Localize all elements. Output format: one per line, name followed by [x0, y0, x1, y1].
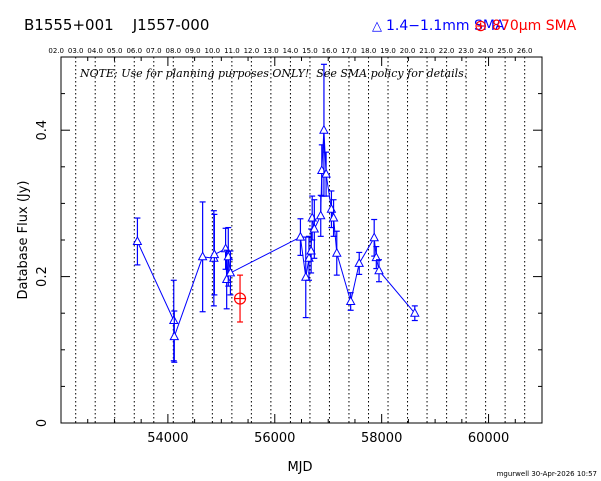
y-axis-label: Database Flux (Jy)	[16, 181, 31, 300]
data-point-triangle	[309, 223, 320, 233]
top-year-label: 22.0	[439, 47, 455, 55]
top-year-label: 20.0	[400, 47, 416, 55]
y-tick-label: 0	[35, 419, 50, 427]
data-point-triangle	[374, 265, 384, 275]
x-axis-ticks: 54000 56000 58000 60000	[87, 57, 543, 446]
top-year-label: 15.0	[302, 47, 318, 55]
top-year-label: 16.0	[322, 47, 338, 55]
data-point-triangle	[321, 168, 331, 178]
data-point-triangle	[326, 203, 337, 213]
top-year-label: 13.0	[263, 47, 279, 55]
data-point-triangle	[328, 212, 339, 222]
data-point-triangle	[354, 257, 365, 267]
data-point-triangle	[225, 267, 236, 277]
top-year-label: 24.0	[478, 47, 494, 55]
top-year-label: 18.0	[361, 47, 377, 55]
top-year-label: 23.0	[458, 47, 474, 55]
data-point-triangle	[209, 249, 220, 259]
data-point-triangle	[295, 231, 306, 241]
data-point-triangle	[315, 210, 326, 220]
top-year-label: 17.0	[341, 47, 357, 55]
source-names: B1555+001 J1557-000	[24, 16, 209, 34]
top-year-label: 02.0	[48, 47, 64, 55]
data-point-triangle	[369, 232, 380, 242]
footer-stamp: mgurwell 30-Apr-2026 10:57	[497, 470, 597, 478]
legend-label-mm: 1.4−1.1mm SMA	[386, 18, 505, 34]
data-series	[132, 63, 420, 363]
top-year-label: 25.0	[497, 47, 513, 55]
x-tick-label: 60000	[468, 431, 509, 446]
x-tick-label: 56000	[254, 431, 295, 446]
top-year-label: 06.0	[126, 47, 142, 55]
x-tick-label: 58000	[361, 431, 402, 446]
top-year-label: 08.0	[165, 47, 181, 55]
top-year-label: 03.0	[68, 47, 84, 55]
top-year-label: 04.0	[87, 47, 103, 55]
top-year-label: 07.0	[146, 47, 162, 55]
top-year-label: 09.0	[185, 47, 201, 55]
y-axis-ticks: 0 0.2 0.4	[35, 56, 542, 427]
year-gridlines	[75, 57, 526, 423]
data-point-triangle	[331, 247, 342, 257]
series-group	[132, 63, 420, 363]
data-point-triangle	[300, 271, 311, 281]
legend-triangle-icon: △	[372, 19, 382, 34]
series-group	[233, 274, 247, 323]
data-point-triangle	[371, 252, 382, 262]
top-year-label: 21.0	[419, 47, 435, 55]
data-point-triangle	[319, 124, 329, 134]
data-point-triangle	[132, 235, 143, 245]
top-year-axis: 02.0 03.0 04.0 05.0 06.0 07.0 08.0 09.0 10.0 11.0…	[48, 47, 532, 55]
data-point-triangle	[197, 251, 208, 261]
legend-circle-plus-icon: ⊕	[474, 16, 487, 35]
top-year-label: 05.0	[107, 47, 123, 55]
data-point-triangle	[306, 245, 316, 255]
data-point-triangle	[345, 295, 356, 305]
data-point-triangle	[169, 331, 180, 341]
top-year-label: 19.0	[380, 47, 396, 55]
data-point-triangle	[409, 307, 420, 317]
top-year-label: 14.0	[283, 47, 299, 55]
top-year-label: 11.0	[224, 47, 240, 55]
x-tick-label: 54000	[147, 431, 188, 446]
series-line	[136, 130, 416, 337]
top-year-label: 26.0	[517, 47, 533, 55]
legend: △ 1.4−1.1mm SMA ⊕ 870μm SMA	[372, 16, 577, 35]
y-tick-label: 0.2	[35, 266, 50, 287]
legend-label-submm: 870μm SMA	[492, 18, 577, 34]
top-year-label: 12.0	[244, 47, 260, 55]
y-tick-label: 0.4	[35, 120, 50, 141]
data-point-triangle	[307, 212, 318, 222]
top-year-label: 10.0	[205, 47, 221, 55]
x-axis-label: MJD	[287, 460, 312, 475]
planning-note: NOTE: Use for planning purposes ONLY! Se…	[79, 67, 467, 80]
